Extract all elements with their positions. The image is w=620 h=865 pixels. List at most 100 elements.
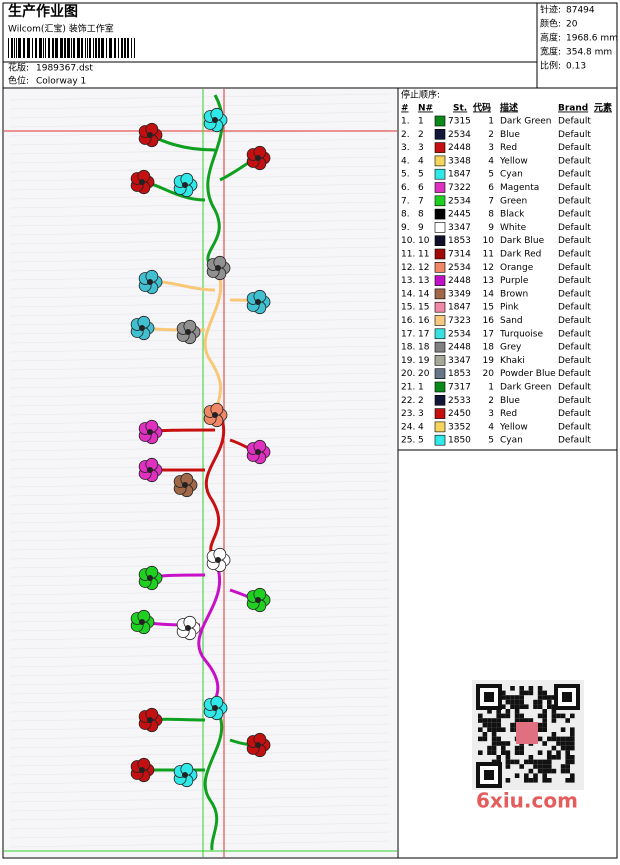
row-index: 6. [401,183,410,193]
texture [9,399,391,407]
qr-cell [570,778,575,783]
brand: Default [558,276,591,286]
brand: Default [558,210,591,220]
qr-cell [491,741,497,746]
stitch-code: 2533 [448,396,471,406]
texture [9,579,391,587]
code: 11 [483,250,494,260]
barcode-bar [67,38,70,58]
qr-cell [565,741,570,746]
qr-cell [514,704,520,709]
qr-cell [542,759,547,765]
code: 20 [483,369,495,379]
qr-cell [537,690,543,696]
column-header: N# [418,104,433,114]
description: Sand [500,316,523,326]
qr-cell [560,768,566,774]
qr-cell [551,713,557,719]
description: Turquoise [499,329,543,339]
qr-cell [505,764,511,769]
texture [9,345,391,353]
colorway-value: Colorway 1 [36,77,86,87]
texture [9,165,391,173]
barcode-bar [39,38,42,58]
qr-cell [514,709,520,714]
qr-cell [524,773,529,778]
qr-cell [551,718,557,723]
info-value: 87494 [566,6,595,16]
stitch-code: 3352 [448,422,471,432]
color-swatch [434,421,446,433]
texture [9,120,391,128]
needle: 2 [418,396,424,406]
qr-cell [505,778,511,783]
qr-cell [537,686,543,691]
qr-cell [547,768,552,774]
row-index: 11. [401,250,415,260]
code: 4 [488,156,494,166]
description: Red [500,409,517,419]
code: 3 [488,143,494,153]
brand: Default [558,383,591,393]
qr-cell [487,745,492,751]
brand: Default [558,236,591,246]
needle: 1 [418,383,424,393]
texture [9,111,391,119]
code: 1 [488,383,494,393]
description: Grey [500,343,522,353]
texture [9,255,391,263]
qr-cell [491,718,497,723]
flower-center [147,429,153,435]
code: 14 [483,289,495,299]
brand: Default [558,409,591,419]
texture [9,795,391,803]
brand: Default [558,369,591,379]
code: 5 [488,170,494,180]
stitch-code: 1847 [448,170,471,180]
subtitle: Wilcom(汇宝) 装饰工作室 [8,23,114,35]
qr-cell [556,750,561,755]
texture [9,273,391,281]
qr-cell [565,764,570,769]
info-value: 1968.6 mm [566,34,618,44]
color-swatch [434,142,446,153]
flower-center [255,742,261,748]
qr-cell [542,690,547,696]
description: Black [500,210,525,220]
stitch-code: 1853 [448,369,471,379]
texture [9,561,391,569]
texture [9,390,391,398]
texture [9,723,391,731]
texture [9,552,391,560]
qr-cell [496,736,501,742]
color-swatch [434,301,446,313]
qr-cell [537,759,543,765]
colorway-label: 色位: [8,75,29,87]
brand: Default [558,156,591,166]
qr-cell [519,690,524,696]
texture [9,507,391,515]
flower-center [255,597,261,603]
barcode-bar [60,38,63,58]
texture [9,597,391,605]
qr-cell [537,713,543,719]
qr-cell [537,704,543,709]
qr-cell [570,759,575,765]
color-swatch [434,222,446,233]
barcode-bar [124,38,126,58]
brand: Default [558,289,591,299]
qr-cell [547,704,552,709]
qr-cell [514,745,520,751]
barcode-bar [35,38,37,58]
description: Blue [500,396,520,406]
barcode-bar [118,38,119,58]
qr-cell [570,755,575,760]
qr-cell [537,727,543,732]
texture [9,813,391,821]
barcode-bar [71,38,72,58]
qr-cell [487,750,492,755]
flower-center [212,705,218,711]
description: Pink [500,303,519,313]
qr-cell [487,709,492,714]
qr-cell [496,741,501,746]
